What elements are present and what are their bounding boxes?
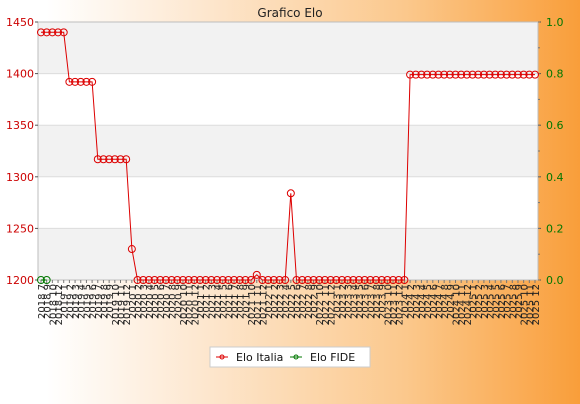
y-left-tick-label: 1250 bbox=[6, 222, 34, 235]
y-right-tick-label: 0.2 bbox=[546, 222, 564, 235]
y-right-tick-label: 0.6 bbox=[546, 119, 564, 132]
y-left-tick-label: 1450 bbox=[6, 16, 34, 29]
grid-band bbox=[38, 22, 538, 74]
y-left-tick-label: 1400 bbox=[6, 68, 34, 81]
y-right-tick-label: 0.4 bbox=[546, 171, 564, 184]
y-right-tick-label: 1.0 bbox=[546, 16, 564, 29]
legend-label: Elo Italia bbox=[236, 351, 283, 364]
legend-label: Elo FIDE bbox=[310, 351, 355, 364]
y-left-tick-label: 1300 bbox=[6, 171, 34, 184]
grid-band bbox=[38, 125, 538, 177]
chart-title: Grafico Elo bbox=[257, 6, 322, 20]
y-left-tick-label: 1350 bbox=[6, 119, 34, 132]
y-left-tick-label: 1200 bbox=[6, 274, 34, 287]
y-right-tick-label: 0.8 bbox=[546, 68, 564, 81]
x-tick-label: 2025 12 bbox=[531, 284, 542, 325]
y-right-tick-label: 0.0 bbox=[546, 274, 564, 287]
